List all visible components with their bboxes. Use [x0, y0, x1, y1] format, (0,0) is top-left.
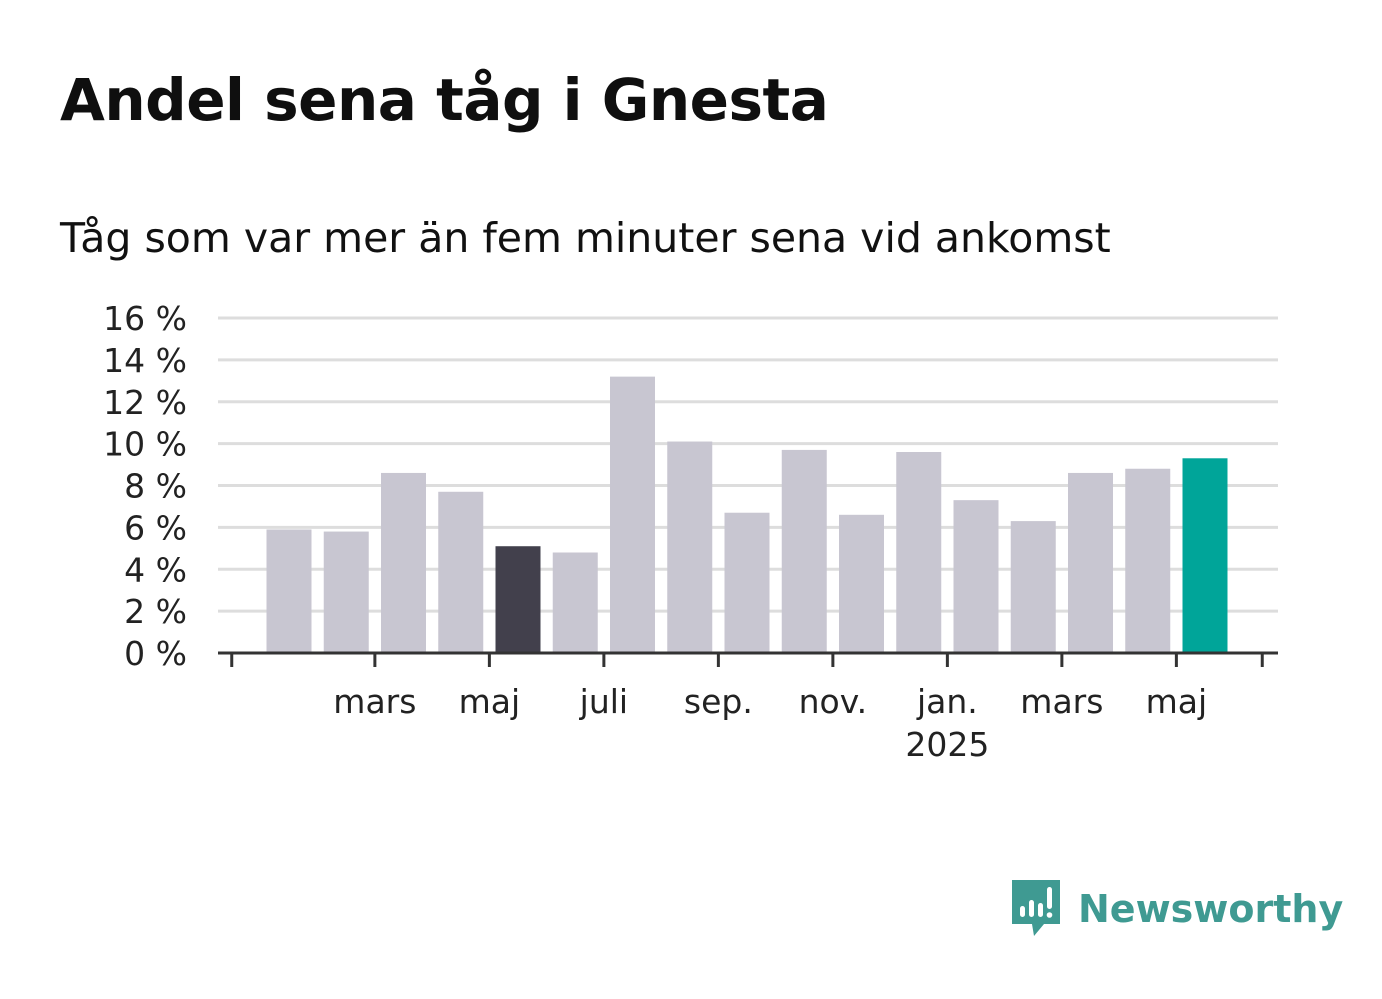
- x-tick-label: maj: [1146, 682, 1208, 721]
- x-tick-label: nov.: [799, 682, 868, 721]
- y-tick-label: 12 %: [103, 383, 187, 422]
- y-tick-label: 2 %: [124, 592, 187, 631]
- bar: [1068, 472, 1113, 653]
- y-tick-label: 8 %: [124, 467, 187, 506]
- bar: [839, 514, 884, 653]
- y-tick-label: 0 %: [124, 634, 187, 673]
- bar: [1010, 521, 1056, 653]
- bars: [266, 376, 1228, 653]
- bar: [323, 531, 369, 653]
- bar: [1182, 458, 1228, 653]
- x-tick-label: mars: [1020, 682, 1103, 721]
- chart-title: Andel sena tåg i Gnesta: [60, 66, 829, 134]
- bar: [667, 441, 713, 653]
- y-tick-label: 6 %: [124, 508, 187, 547]
- bar: [552, 552, 598, 653]
- y-tick-label: 10 %: [103, 425, 187, 464]
- x-tick-label: maj: [459, 682, 521, 721]
- y-tick-label: 14 %: [103, 341, 187, 380]
- bar: [610, 376, 655, 653]
- brand-name: Newsworthy: [1078, 887, 1344, 931]
- x-tick-sublabel: 2025: [905, 725, 989, 764]
- x-tick-label: juli: [579, 682, 628, 721]
- bar: [953, 500, 999, 653]
- x-tick-label: sep.: [684, 682, 753, 721]
- bar: [724, 512, 770, 653]
- bar: [781, 449, 827, 653]
- bar: [896, 452, 942, 653]
- x-tick-label: jan.: [916, 682, 978, 721]
- y-tick-label: 4 %: [124, 550, 187, 589]
- chart-subtitle: Tåg som var mer än fem minuter sena vid …: [60, 214, 1111, 262]
- bar: [381, 472, 426, 653]
- bar: [438, 491, 484, 653]
- x-tick-label: mars: [333, 682, 416, 721]
- newsworthy-brand: Newsworthy: [1010, 878, 1343, 940]
- bar: [266, 529, 312, 653]
- newsworthy-logo-icon: [1012, 880, 1060, 936]
- x-axis: mars maj juli sep. nov. jan. 2025 mars maj: [218, 651, 1278, 764]
- y-axis: 0 %2 %4 %6 %8 %10 %12 %14 %16 %: [103, 299, 187, 673]
- y-tick-label: 16 %: [103, 299, 187, 338]
- bar: [1125, 468, 1171, 653]
- bar: [495, 546, 541, 653]
